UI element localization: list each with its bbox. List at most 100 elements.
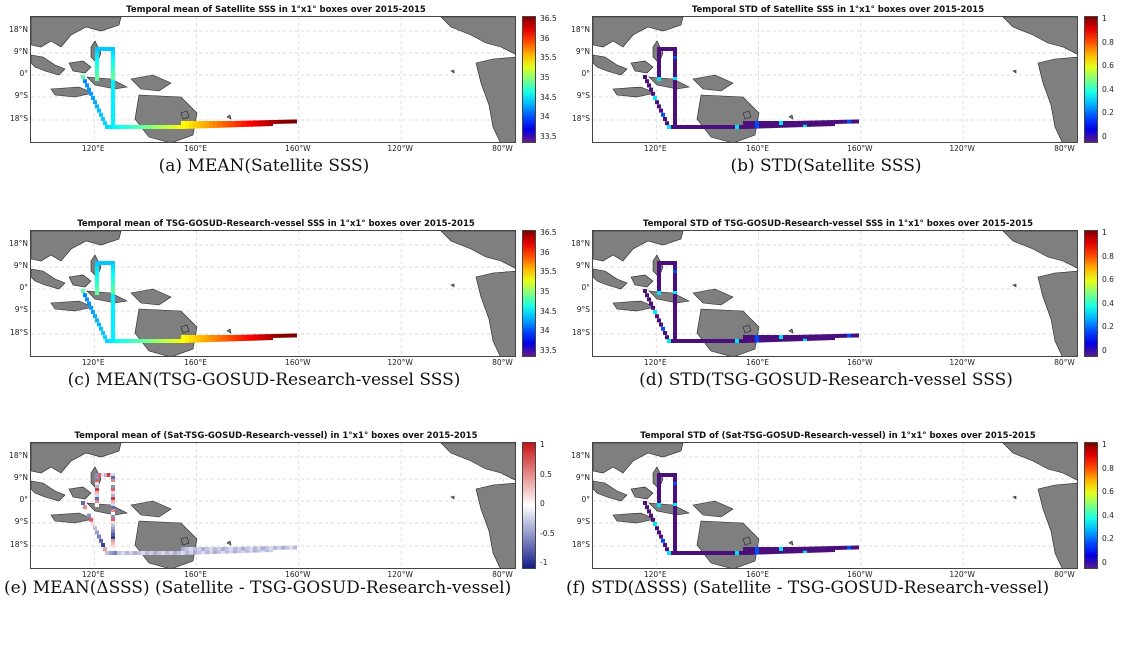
track-cell — [679, 125, 683, 129]
track-cell — [691, 551, 695, 555]
track-cell — [111, 515, 115, 519]
track-cell — [111, 86, 115, 90]
track-cell — [759, 338, 763, 343]
track-cell — [111, 95, 115, 99]
track-cell — [657, 282, 661, 286]
land-mass — [593, 231, 684, 262]
track-cell — [209, 335, 213, 339]
track-cell — [111, 110, 115, 114]
track-cell — [111, 497, 115, 501]
land-mass — [31, 17, 122, 48]
track-cell — [679, 551, 683, 555]
track-cell — [249, 546, 253, 551]
track-cell — [673, 53, 677, 57]
track-cell — [201, 124, 205, 129]
land-mass — [612, 86, 656, 98]
land-mass — [612, 300, 656, 312]
track-cell — [755, 547, 759, 551]
track-cell — [111, 327, 115, 331]
land-mass — [1037, 270, 1077, 356]
track-cell — [839, 119, 843, 124]
track-cell — [185, 124, 189, 129]
track-cell — [113, 551, 117, 555]
track-cell — [105, 125, 109, 129]
track-cell — [133, 125, 137, 129]
track-cell — [657, 74, 661, 78]
track-cell — [767, 121, 771, 125]
track-cell — [743, 547, 747, 551]
land-mass — [134, 308, 198, 356]
track-cell — [847, 545, 851, 550]
panel-title: Temporal STD of TSG-GOSUD-Research-vesse… — [642, 219, 1034, 229]
track-cell — [803, 120, 807, 125]
track-cell — [671, 125, 675, 129]
track-cell — [763, 547, 767, 551]
track-cell — [803, 546, 807, 551]
lat-tick-label: 18°S — [9, 540, 28, 549]
track-cell — [285, 333, 289, 338]
track-cell — [657, 77, 661, 81]
track-cell — [169, 125, 173, 129]
track-cell — [111, 101, 115, 105]
track-cell — [229, 121, 233, 125]
track-cell — [237, 546, 241, 551]
track-cell — [95, 291, 99, 295]
track-cell — [823, 334, 827, 339]
land-mass — [226, 540, 232, 546]
land-mass — [134, 520, 198, 568]
track-cell — [657, 59, 661, 63]
track-cell — [149, 339, 153, 343]
track-cell — [233, 120, 237, 125]
track-cell — [827, 548, 831, 553]
track-cell — [675, 339, 679, 343]
track-cell — [803, 337, 807, 341]
track-cell — [111, 122, 115, 126]
track-cell — [205, 121, 209, 125]
track-cell — [273, 545, 277, 550]
track-cell — [177, 125, 181, 129]
track-cell — [105, 551, 109, 555]
track-cell — [111, 321, 115, 325]
colorbar-tick-label: 0.4 — [1102, 510, 1114, 520]
track-cell — [673, 488, 677, 492]
land-mass — [86, 290, 128, 304]
track-cell — [660, 473, 664, 477]
track-cell — [265, 548, 269, 553]
land-mass — [31, 443, 122, 474]
track-cell — [653, 310, 657, 314]
track-cell — [217, 547, 221, 551]
colorbar-tick-label: 35.5 — [540, 53, 557, 63]
track-cell — [779, 335, 783, 339]
track-cell — [205, 335, 209, 339]
track-cell — [783, 123, 787, 128]
track-cell — [97, 108, 101, 113]
track-cell — [185, 547, 189, 551]
track-cell — [811, 122, 815, 127]
track-cell — [249, 336, 253, 341]
track-cell — [165, 551, 169, 555]
track-cell — [185, 335, 189, 339]
track-cell — [783, 335, 787, 339]
track-cell — [799, 337, 803, 342]
track-cell — [715, 339, 719, 343]
track-cell — [233, 546, 237, 551]
panel-caption: (d) STD(TSG-GOSUD-Research-vessel SSS) — [639, 370, 1013, 390]
track-cell — [851, 545, 855, 550]
lon-tick-label: 160°W — [285, 144, 311, 153]
colorbar-tick-label: 35 — [540, 287, 550, 296]
track-cell — [783, 121, 787, 125]
track-cell — [855, 119, 859, 124]
colorbar-tick-label: 1 — [1102, 14, 1107, 23]
track-cell — [669, 47, 673, 51]
lon-tick-label: 160°W — [285, 358, 311, 367]
track-cell — [257, 334, 261, 339]
track-cell — [663, 261, 667, 265]
track-cell — [213, 123, 217, 128]
lat-tick-label: 0° — [581, 69, 590, 78]
track-cell — [95, 50, 99, 54]
track-cell — [747, 121, 751, 125]
track-cell — [285, 119, 289, 124]
land-mass — [692, 288, 734, 306]
track-cell — [775, 121, 779, 125]
track-cell — [277, 333, 281, 338]
